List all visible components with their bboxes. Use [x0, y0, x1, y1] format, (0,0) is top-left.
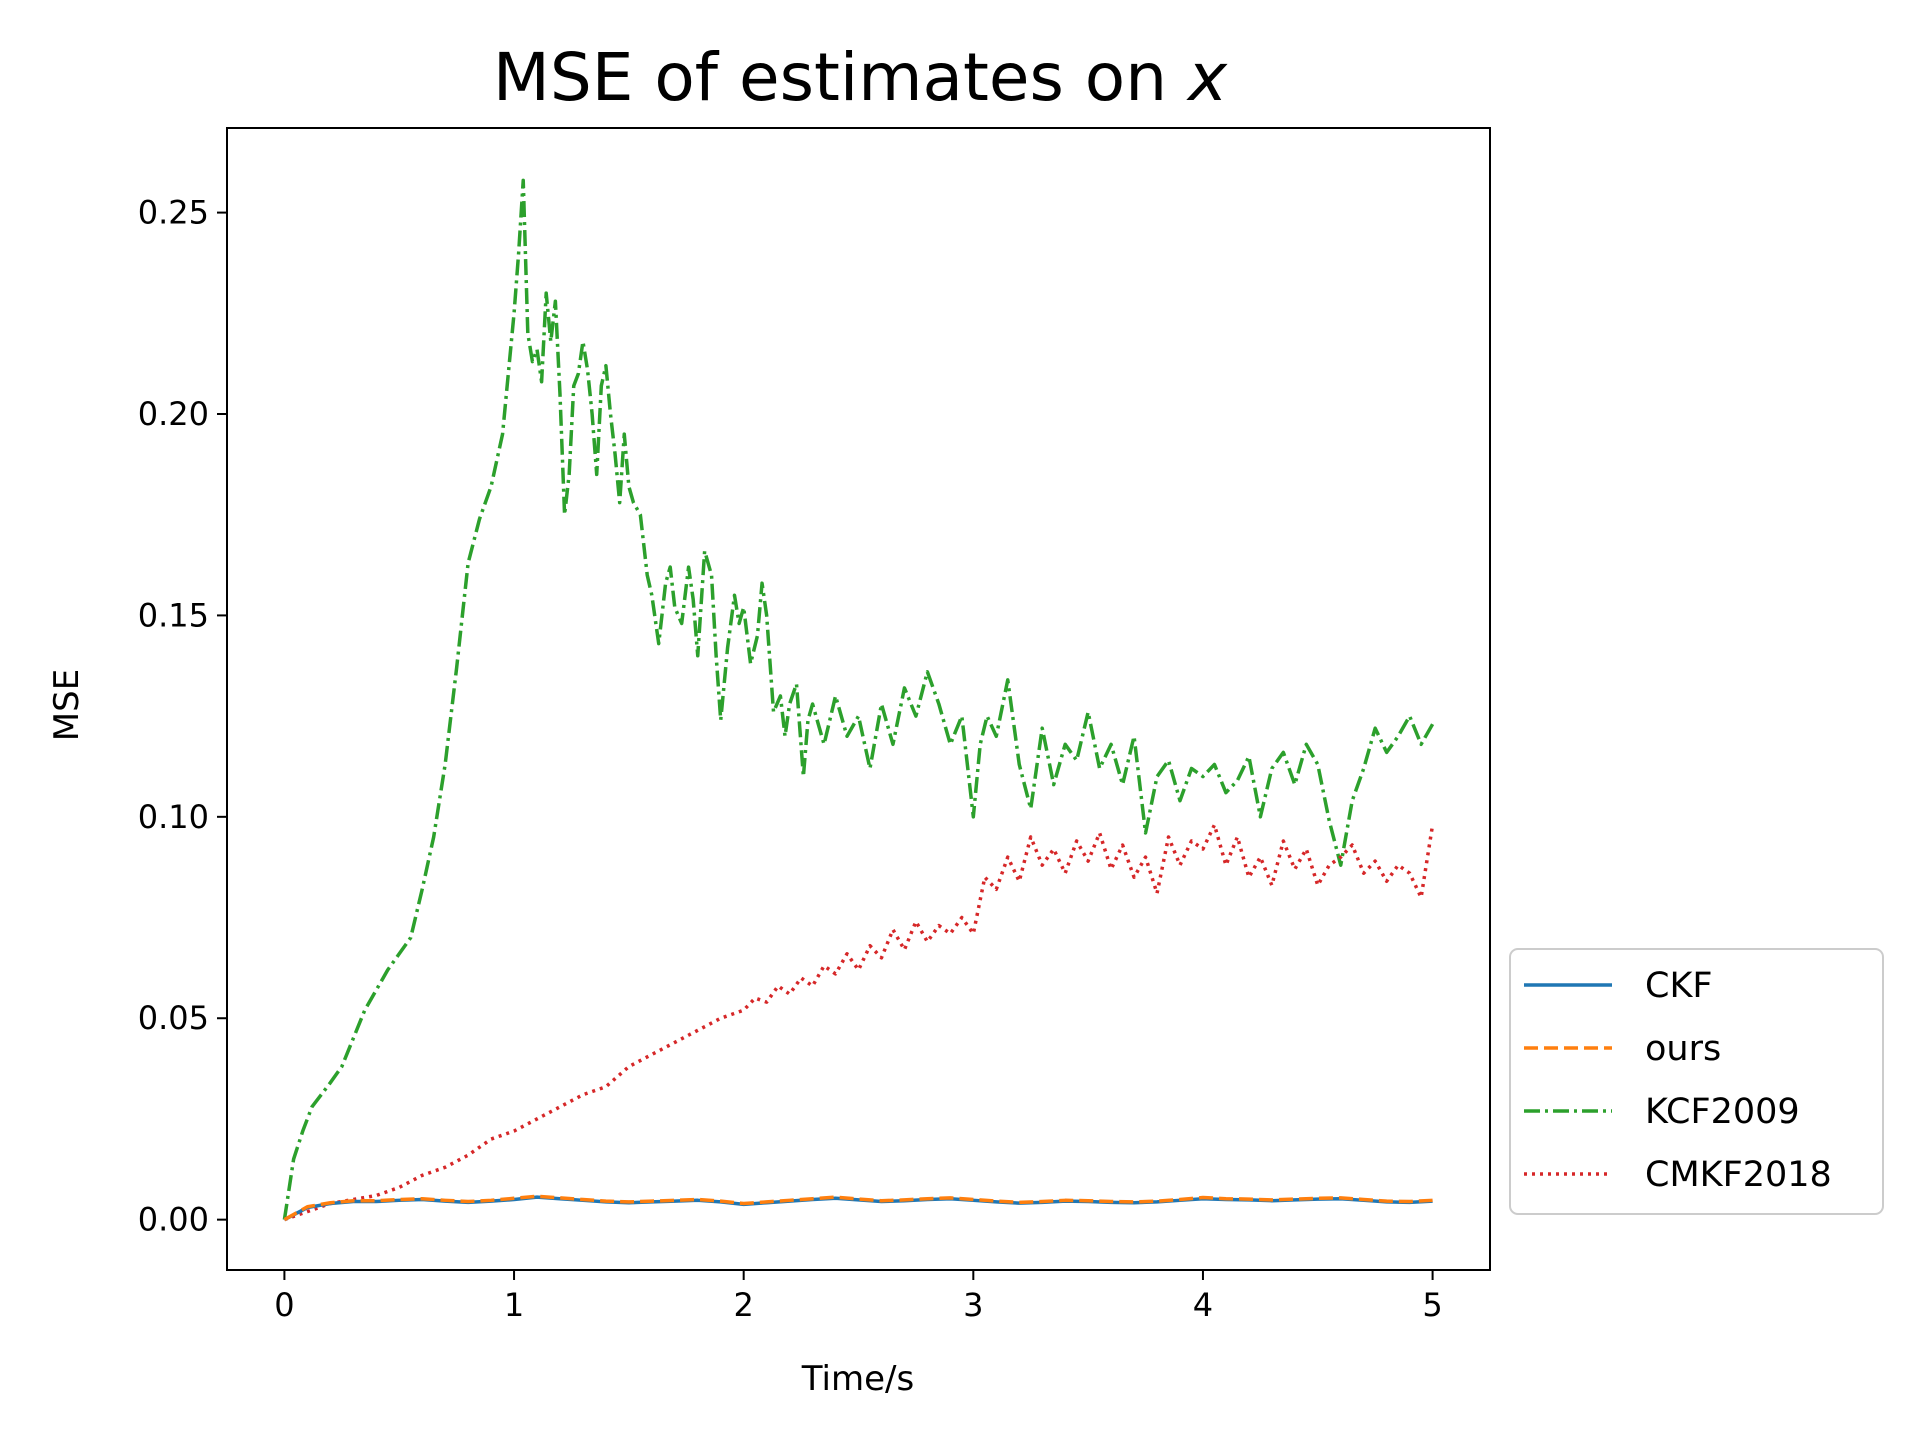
- legend: CKF ours KCF2009 CMKF2018: [1509, 948, 1884, 1215]
- x-tick-label: 2: [734, 1286, 754, 1324]
- y-tick-label: 0.25: [138, 194, 209, 232]
- axes-frame: [226, 127, 1491, 1271]
- series-line-cmkf2018: [283, 823, 1435, 1222]
- x-tick-label: 0: [274, 1286, 294, 1324]
- legend-box: [1509, 948, 1884, 1215]
- y-axis-ticks: 0.00 0.05 0.10 0.15 0.20 0.25: [138, 194, 227, 1239]
- x-tick-label: 1: [504, 1286, 524, 1324]
- x-axis-label: Time/s: [801, 1359, 914, 1399]
- y-tick-label: 0.00: [138, 1201, 209, 1239]
- y-axis-label: MSE: [47, 669, 87, 741]
- x-axis-ticks: 0 1 2 3 4 5: [274, 1270, 1443, 1324]
- y-tick-label: 0.15: [138, 596, 209, 634]
- legend-items: CKF ours KCF2009 CMKF2018: [1524, 966, 1832, 1195]
- legend-label-ckf: CKF: [1645, 966, 1713, 1006]
- y-tick-label: 0.05: [138, 999, 209, 1037]
- chart-title-text: MSE of estimates on: [493, 39, 1167, 116]
- chart-title-variable: x: [1186, 39, 1228, 116]
- legend-label-ours: ours: [1645, 1029, 1721, 1069]
- legend-label-kcf2009: KCF2009: [1645, 1092, 1800, 1132]
- x-tick-label: 5: [1422, 1286, 1442, 1324]
- y-tick-label: 0.10: [138, 798, 209, 836]
- series-line-ours: [283, 1194, 1433, 1222]
- plot-area: [282, 178, 1435, 1222]
- chart-title: MSE of estimates on x: [493, 39, 1228, 116]
- x-tick-label: 4: [1193, 1286, 1213, 1324]
- x-tick-label: 3: [963, 1286, 983, 1324]
- y-tick-label: 0.20: [138, 395, 209, 433]
- legend-label-cmkf2018: CMKF2018: [1645, 1155, 1832, 1195]
- series-line-kcf2009: [282, 178, 1435, 1220]
